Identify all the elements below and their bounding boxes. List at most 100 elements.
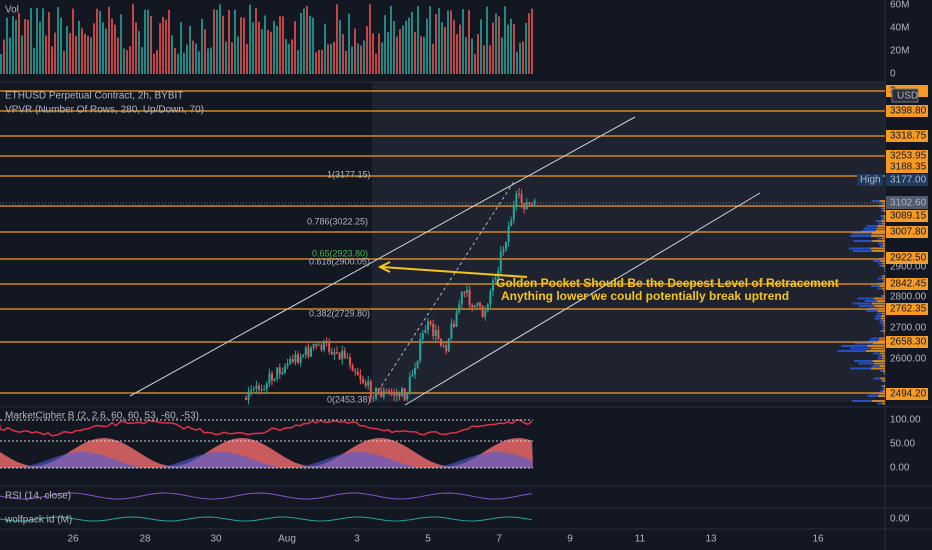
volume-bar (342, 34, 344, 74)
profile-row (871, 235, 885, 237)
volume-bar (27, 19, 29, 75)
candle-body (489, 290, 492, 305)
price-badge (886, 388, 928, 400)
profile-row (880, 377, 885, 380)
volume-bar (480, 19, 482, 74)
candle-body (471, 305, 474, 308)
high-label: High (860, 175, 881, 186)
profile-row (881, 287, 885, 290)
volume-bar (33, 47, 35, 74)
profile-row (883, 210, 885, 212)
volume-bar (387, 32, 389, 74)
profile-row (883, 255, 885, 257)
candle-body (349, 357, 351, 366)
candle-body (512, 205, 515, 221)
volume-bar (447, 10, 449, 74)
profile-row (883, 280, 885, 282)
volume-bar (240, 17, 242, 74)
profile-row (875, 220, 882, 222)
candle-body (343, 350, 346, 358)
volume-bar (72, 8, 74, 74)
volume-bar (390, 5, 392, 75)
volume-bar (252, 22, 254, 74)
volume-bar (459, 24, 461, 75)
profile-row (872, 352, 881, 355)
profile-row (876, 237, 882, 240)
volume-bar (183, 52, 185, 74)
profile-row (837, 350, 867, 352)
volume-bar (141, 47, 143, 74)
profile-row (882, 325, 884, 327)
candle-body (247, 391, 250, 400)
volume-bar (531, 8, 533, 74)
x-axis-label: 28 (139, 534, 151, 545)
profile-row (883, 292, 885, 295)
volume-bar (114, 24, 116, 74)
volume-bar (411, 11, 413, 75)
volume-bar (471, 38, 473, 74)
fib-label: 0.65(2923.80) (312, 248, 368, 258)
profile-row (882, 245, 885, 247)
volume-bar (180, 22, 182, 74)
profile-row (880, 260, 885, 262)
volume-bar (279, 16, 281, 75)
x-axis-label: 26 (67, 534, 79, 545)
profile-row (881, 220, 885, 222)
candle-body (252, 388, 255, 391)
profile-row (883, 387, 885, 390)
volume-bar (195, 43, 197, 74)
profile-row (851, 232, 872, 235)
price-axis-label: 2700.00 (890, 323, 927, 334)
volume-bar (198, 51, 200, 74)
volume-bar (351, 46, 353, 74)
volume-bar (396, 36, 398, 74)
volume-bar (513, 24, 515, 75)
profile-row (858, 362, 875, 365)
x-axis-label: 16 (812, 534, 824, 545)
candle-body (460, 291, 463, 305)
candle-body (263, 389, 266, 391)
price-badge (886, 303, 928, 315)
profile-row (852, 400, 872, 402)
profile-row (879, 330, 883, 332)
volume-profile (837, 200, 885, 405)
candle-body (523, 202, 526, 210)
volume-bar (87, 35, 89, 74)
x-axis-label: 7 (496, 534, 502, 545)
profile-row (882, 280, 884, 282)
profile-row (879, 320, 883, 322)
volume-bar (315, 52, 317, 74)
profile-row (850, 367, 872, 370)
profile-row (871, 367, 885, 370)
wolfpack-title: wolfpack id (M) (4, 515, 72, 526)
profile-row (853, 240, 873, 242)
volume-bar (3, 39, 5, 74)
volume-bar (120, 14, 122, 74)
annotation: Golden Pocket Should Be the Deepest Leve… (496, 276, 839, 290)
volume-bar (156, 50, 158, 74)
volume-bar (171, 35, 173, 74)
volume-bar (378, 33, 380, 74)
volume-bar (462, 9, 464, 75)
candle-body (281, 372, 284, 374)
candle-body (502, 249, 505, 253)
volume-bar (144, 9, 146, 75)
volume-bar (348, 13, 350, 75)
price-badge-label: 3398.80 (890, 106, 927, 117)
fib-label: 1(3177.15) (327, 169, 371, 179)
profile-row (883, 252, 885, 255)
rsi-line (0, 492, 533, 500)
x-axis-label: 30 (210, 534, 222, 545)
profile-row (883, 327, 885, 330)
price-badge-label: 3253.95 (890, 151, 927, 162)
candle-body (271, 373, 273, 381)
candle-body (341, 350, 344, 360)
volume-bar (522, 41, 524, 74)
profile-row (877, 402, 882, 405)
volume-bar (438, 8, 440, 75)
volume-bar (420, 36, 422, 74)
volume-bar (57, 7, 59, 74)
volume-bar (450, 10, 452, 74)
volume-bar (306, 6, 308, 74)
